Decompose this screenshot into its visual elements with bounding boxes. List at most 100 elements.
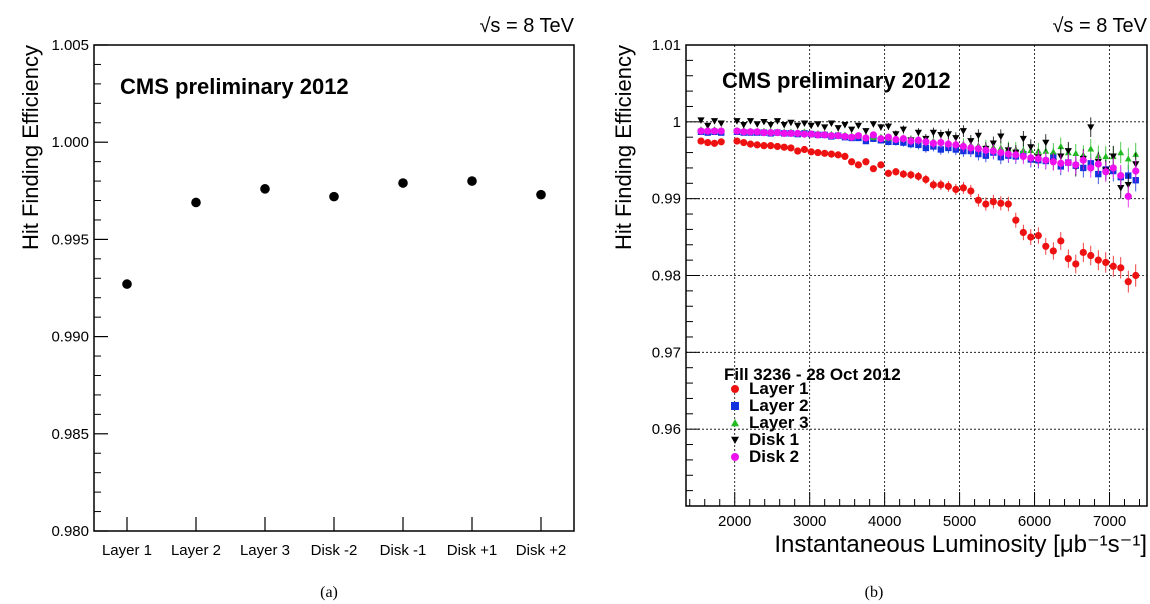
data-point bbox=[753, 141, 761, 149]
data-point bbox=[536, 189, 546, 200]
data-point bbox=[834, 151, 842, 159]
data-point bbox=[1132, 271, 1140, 280]
y-tick-label: 0.985 bbox=[51, 426, 89, 443]
data-point bbox=[704, 138, 712, 147]
data-point bbox=[1057, 159, 1065, 167]
data-point bbox=[814, 131, 822, 139]
data-point bbox=[854, 161, 863, 169]
data-point bbox=[914, 129, 922, 137]
data-point bbox=[746, 140, 755, 148]
data-point bbox=[884, 133, 892, 141]
data-point bbox=[869, 121, 877, 128]
data-point bbox=[1072, 149, 1080, 157]
data-point bbox=[944, 140, 952, 148]
x-tick-label: 4000 bbox=[868, 513, 901, 530]
panel-b-y-ticks: 0.96 0.97 0.98 0.99 1 1.01 bbox=[652, 37, 700, 507]
x-tick-label: Layer 1 bbox=[102, 542, 152, 559]
data-point bbox=[794, 129, 802, 137]
data-point bbox=[892, 131, 900, 138]
legend-title: Fill 3236 - 28 Oct 2012 bbox=[724, 365, 901, 384]
data-point bbox=[740, 122, 748, 129]
data-point bbox=[807, 130, 815, 138]
data-point bbox=[787, 144, 795, 152]
data-point bbox=[848, 126, 856, 134]
data-point bbox=[1124, 181, 1132, 189]
data-point bbox=[848, 158, 856, 166]
y-tick-label: 1.005 bbox=[51, 37, 89, 54]
data-point bbox=[841, 152, 849, 161]
data-point bbox=[1027, 144, 1035, 151]
data-point bbox=[1117, 172, 1125, 180]
data-point bbox=[753, 121, 761, 128]
panel-a-data-points bbox=[122, 176, 546, 289]
data-point bbox=[907, 137, 915, 145]
data-point bbox=[854, 122, 863, 130]
data-point bbox=[1117, 185, 1125, 192]
data-point bbox=[780, 129, 788, 137]
x-tick-label: Layer 2 bbox=[171, 542, 221, 559]
data-point bbox=[944, 131, 952, 138]
data-point bbox=[787, 119, 795, 127]
panel-b-series bbox=[697, 117, 1140, 293]
data-point bbox=[800, 145, 809, 154]
data-point bbox=[760, 142, 768, 150]
legend-label: Layer 2 bbox=[749, 396, 809, 415]
x-tick-label: Disk +2 bbox=[516, 542, 566, 559]
data-point bbox=[717, 127, 725, 135]
data-point bbox=[697, 127, 705, 135]
data-point bbox=[899, 126, 907, 134]
data-point bbox=[862, 128, 870, 135]
data-point bbox=[827, 132, 836, 140]
data-point bbox=[1072, 260, 1080, 268]
legend-marker bbox=[731, 436, 739, 444]
data-point bbox=[967, 138, 975, 145]
data-point bbox=[952, 141, 960, 149]
data-point bbox=[937, 132, 945, 139]
data-point bbox=[1049, 158, 1057, 166]
data-point bbox=[717, 120, 725, 127]
data-point bbox=[329, 191, 339, 202]
data-point bbox=[869, 165, 877, 173]
data-point bbox=[952, 135, 960, 142]
data-point bbox=[697, 137, 705, 145]
data-point bbox=[710, 139, 719, 147]
data-point bbox=[767, 128, 775, 137]
panel-b-energy-label: √s = 8 TeV bbox=[1052, 15, 1147, 37]
data-point bbox=[794, 122, 802, 130]
data-point bbox=[862, 134, 870, 142]
data-point bbox=[1042, 156, 1050, 164]
panel-a-y-axis-label: Hit Finding Efficiency bbox=[18, 45, 43, 250]
panel-a-energy-label: √s = 8 TeV bbox=[479, 15, 574, 37]
data-point bbox=[767, 142, 775, 150]
data-point bbox=[1109, 153, 1117, 161]
data-point bbox=[1079, 156, 1087, 164]
data-point bbox=[967, 187, 975, 195]
data-point bbox=[767, 122, 775, 129]
data-point bbox=[746, 118, 755, 125]
data-point bbox=[740, 138, 748, 147]
data-point bbox=[877, 124, 885, 131]
data-point bbox=[746, 128, 755, 136]
data-point bbox=[862, 158, 870, 166]
data-point bbox=[1087, 145, 1095, 152]
data-point bbox=[1064, 254, 1072, 263]
data-point bbox=[1109, 262, 1117, 270]
data-point bbox=[989, 198, 997, 206]
data-point bbox=[800, 130, 809, 138]
legend-label: Disk 2 bbox=[749, 447, 799, 466]
data-point bbox=[710, 118, 719, 125]
panel-a-x-ticks: Layer 1 Layer 2 Layer 3 Disk -2 Disk -1 Disk … bbox=[102, 517, 566, 559]
data-point bbox=[733, 118, 741, 125]
data-point bbox=[1049, 148, 1057, 155]
data-point bbox=[989, 140, 997, 147]
panel-a-title: CMS preliminary 2012 bbox=[120, 74, 349, 99]
data-point bbox=[854, 132, 863, 140]
x-tick-label: 3000 bbox=[793, 513, 826, 530]
data-point bbox=[937, 138, 945, 147]
data-point bbox=[1057, 143, 1065, 150]
data-point bbox=[467, 176, 477, 186]
x-tick-label: Disk +1 bbox=[447, 542, 497, 559]
x-tick-label: 5000 bbox=[943, 513, 976, 530]
data-point bbox=[827, 120, 836, 127]
